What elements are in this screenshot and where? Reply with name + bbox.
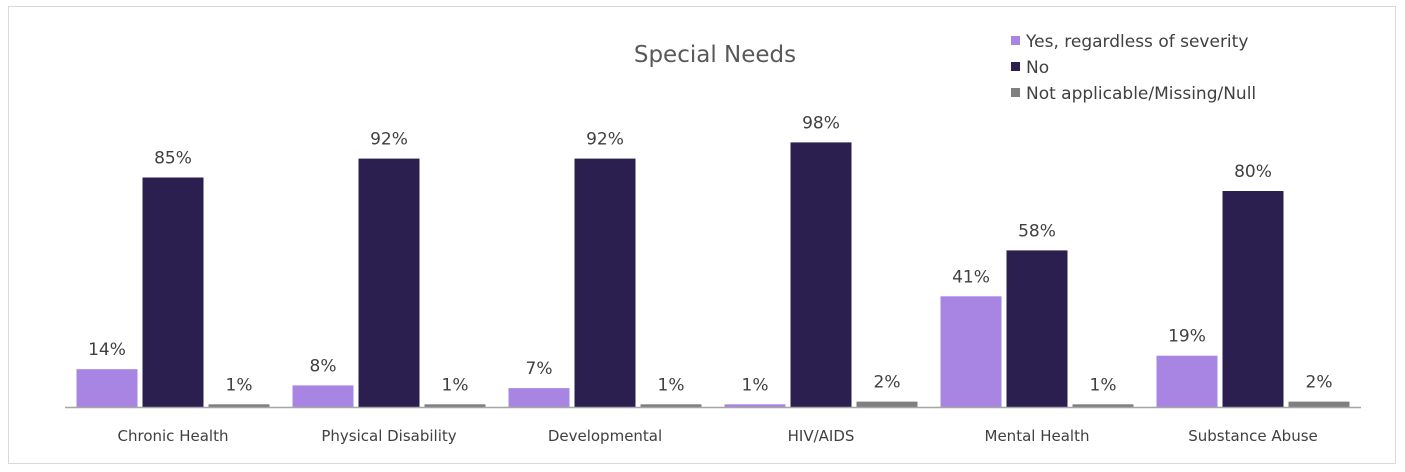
bar-mental-health-series-2	[1006, 250, 1068, 407]
category-label: Chronic Health	[118, 427, 229, 445]
bar-substance-abuse-series-1	[1156, 355, 1218, 407]
data-labels: 14% 85% 1% 8% 92% 1% 7% 92% 1% 1% 98% 2% 41% 58% 1% 19%…	[88, 113, 1332, 395]
data-label: 92%	[370, 130, 408, 150]
category-label: Substance Abuse	[1188, 427, 1318, 445]
data-label: 1%	[658, 375, 685, 395]
category-label: Developmental	[548, 427, 662, 445]
bar-chronic-health-series-1	[76, 369, 138, 407]
legend-swatch	[1011, 36, 1020, 45]
category-label: HIV/AIDS	[788, 427, 855, 445]
data-label: 2%	[874, 373, 901, 393]
data-label: 58%	[1018, 221, 1056, 241]
bar-chronic-health-series-3	[208, 404, 270, 407]
special-needs-chart: Special Needs Yes, regardless of severit…	[65, 32, 1361, 445]
legend-swatch	[1011, 62, 1020, 71]
bar-chronic-health-series-2	[142, 177, 204, 407]
bar-physical-disability-series-3	[424, 404, 486, 407]
bar-hiv-aids-series-3	[856, 401, 918, 407]
data-label: 8%	[310, 356, 337, 376]
data-label: 1%	[742, 375, 769, 395]
category-labels: Chronic Health Physical Disability Develop…	[118, 427, 1318, 445]
bar-mental-health-series-3	[1072, 404, 1134, 407]
data-label: 85%	[154, 149, 192, 169]
data-label: 92%	[586, 130, 624, 150]
legend-label: Yes, regardless of severity	[1025, 32, 1248, 52]
bar-developmental-series-3	[640, 404, 702, 407]
legend-label: No	[1026, 58, 1049, 78]
data-label: 1%	[442, 375, 469, 395]
bar-developmental-series-2	[574, 158, 636, 407]
data-label: 19%	[1168, 327, 1206, 347]
category-label: Mental Health	[985, 427, 1090, 445]
data-label: 1%	[1090, 375, 1117, 395]
data-label: 98%	[802, 113, 840, 133]
data-label: 1%	[226, 375, 253, 395]
data-label: 14%	[88, 340, 126, 360]
bar-mental-health-series-1	[940, 296, 1002, 407]
data-label: 41%	[952, 267, 990, 287]
chart-title: Special Needs	[634, 42, 796, 68]
bars	[76, 142, 1350, 407]
bar-substance-abuse-series-2	[1222, 191, 1284, 407]
legend: Yes, regardless of severity No Not applica…	[1011, 32, 1256, 104]
bar-hiv-aids-series-2	[790, 142, 852, 407]
legend-swatch	[1011, 88, 1020, 97]
legend-label: Not applicable/Missing/Null	[1026, 84, 1256, 104]
category-label: Physical Disability	[321, 427, 456, 445]
data-label: 2%	[1306, 373, 1333, 393]
chart-frame: Special Needs Yes, regardless of severit…	[8, 6, 1396, 464]
bar-hiv-aids-series-1	[724, 404, 786, 407]
data-label: 7%	[526, 359, 553, 379]
bar-physical-disability-series-1	[292, 385, 354, 407]
bar-physical-disability-series-2	[358, 158, 420, 407]
bar-substance-abuse-series-3	[1288, 401, 1350, 407]
data-label: 80%	[1234, 162, 1272, 182]
bar-developmental-series-1	[508, 388, 570, 407]
